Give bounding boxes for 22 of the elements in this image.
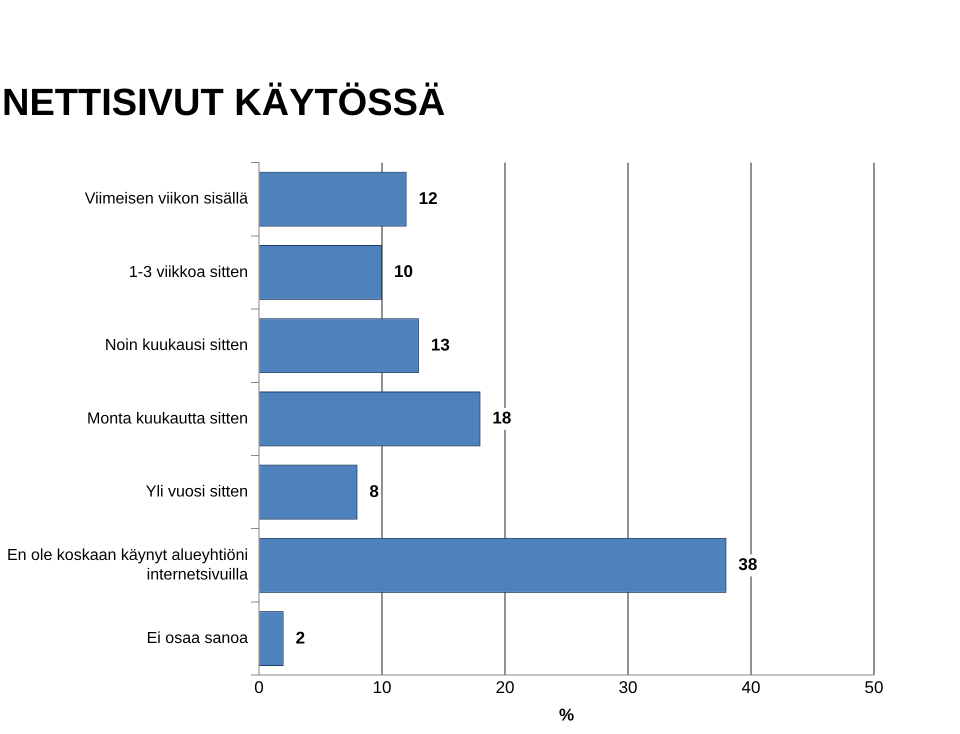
data-label: 18	[492, 408, 512, 428]
x-tick-label: 30	[618, 678, 638, 698]
x-tick-label: 50	[864, 678, 884, 698]
x-tick-label: 10	[372, 678, 392, 698]
y-tick-label: Ei osaa sanoa	[146, 630, 248, 647]
data-label: 13	[430, 335, 450, 354]
chart-title: NETTISIVUT KÄYTÖSSÄ	[2, 82, 446, 125]
y-tick-label: 1-3 viikkoa sitten	[128, 264, 248, 281]
data-label: 12	[418, 188, 438, 208]
data-label: 8	[369, 482, 379, 501]
x-tick-label: 20	[496, 678, 514, 698]
x-tick-label: 0	[254, 678, 264, 698]
y-tick-label: Yli vuosi sitten	[146, 484, 248, 501]
data-label: 10	[394, 262, 413, 282]
x-tick-label: 40	[742, 678, 760, 698]
y-tick-label: Noin kuukausi sitten	[104, 337, 248, 354]
y-tick-label: Monta kuukautta sitten	[87, 410, 248, 428]
y-tick-label: Viimeisen viikon sisällä	[84, 190, 248, 208]
data-label: 2	[296, 628, 306, 648]
data-label: 38	[738, 555, 758, 574]
y-tick-label: En ole koskaan käynyt alueyhtiöni internetsivuilla	[6, 547, 248, 584]
x-axis-title: %	[558, 705, 574, 724]
